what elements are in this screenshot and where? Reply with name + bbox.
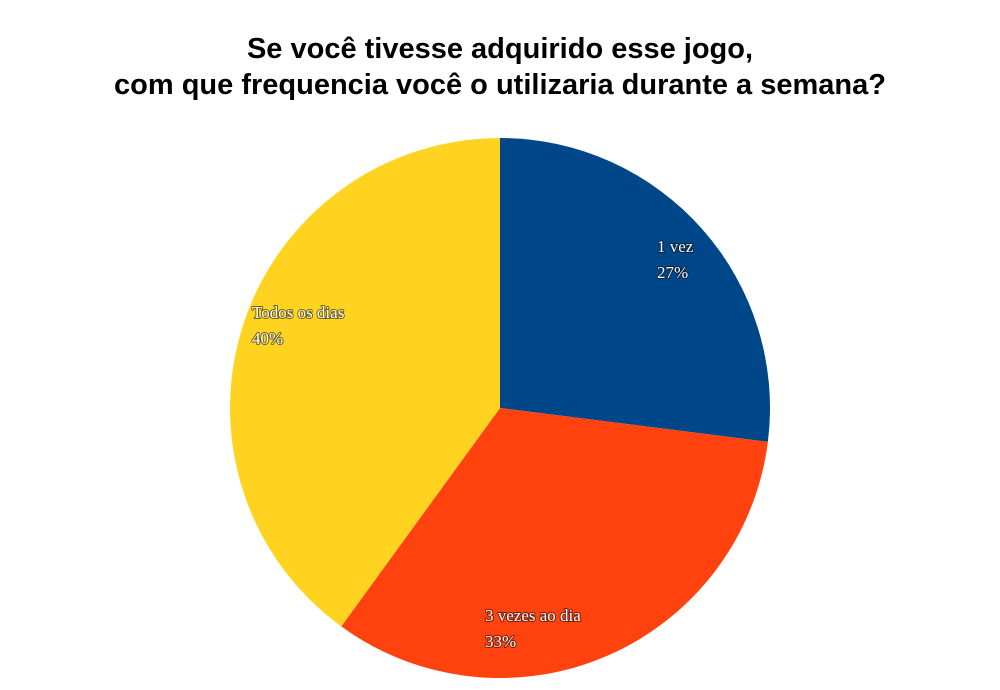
pie-slice-3-vezes-ao-dia <box>341 408 768 678</box>
slice-value-label: 33% <box>485 632 516 651</box>
slice-label: 3 vezes ao dia <box>485 606 581 625</box>
slice-value-label: 27% <box>657 263 688 282</box>
pie-slice-1-vez <box>500 138 770 442</box>
slice-label: 1 vez <box>657 237 694 256</box>
pie-slice-todos-os-dias <box>230 137 501 627</box>
chart-title: Se você tivesse adquirido esse jogo, com… <box>114 33 886 101</box>
pie-slices <box>230 137 770 678</box>
chart-title-line-2: com que frequencia você o utilizaria dur… <box>114 69 886 101</box>
slice-value-label: 40% <box>252 329 283 348</box>
pie-slice-labels: 1 vez 27% 3 vezes ao dia 33% Todos os dias 40… <box>251 236 695 652</box>
slice-label: Todos os dias <box>252 303 344 322</box>
chart-title-line-1: Se você tivesse adquirido esse jogo, <box>247 33 753 65</box>
